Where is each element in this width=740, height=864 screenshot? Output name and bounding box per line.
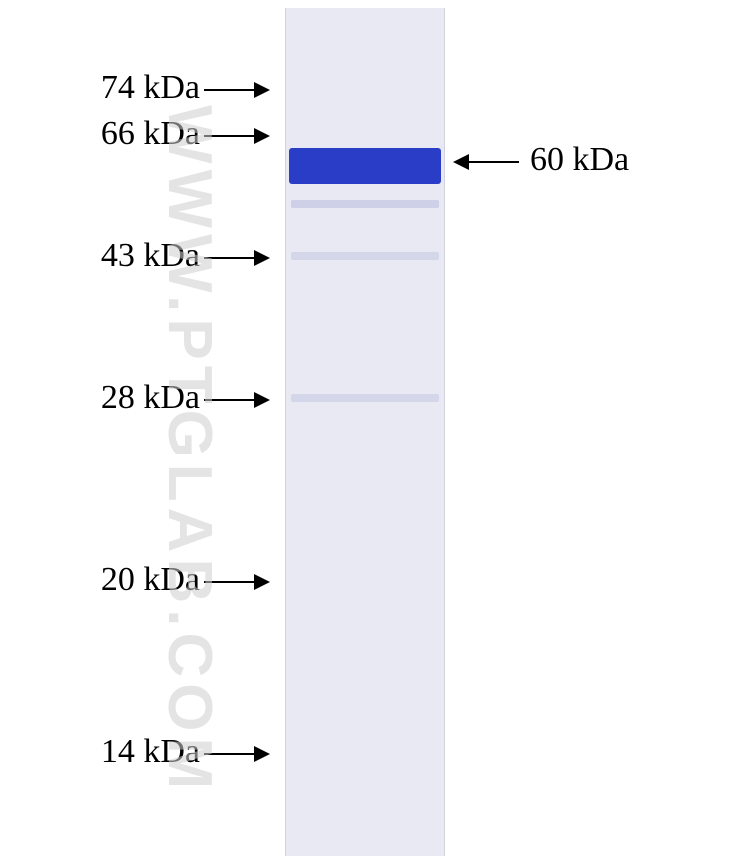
molecular-weight-marker-label: 66 kDa <box>101 115 200 153</box>
arrow-head-left-icon <box>453 154 469 170</box>
protein-band-faint <box>291 252 439 260</box>
molecular-weight-marker-label: 74 kDa <box>101 69 200 107</box>
molecular-weight-marker-label: 14 kDa <box>101 733 200 771</box>
marker-arrow <box>204 392 270 408</box>
marker-arrow <box>204 746 270 762</box>
marker-arrow <box>204 82 270 98</box>
arrow-line <box>469 161 519 163</box>
arrow-line <box>204 135 254 137</box>
marker-arrow <box>204 250 270 266</box>
molecular-weight-marker-label: 28 kDa <box>101 379 200 417</box>
protein-band-faint <box>291 394 439 402</box>
arrow-head-right-icon <box>254 128 270 144</box>
protein-band-faint <box>291 200 439 208</box>
arrow-line <box>204 257 254 259</box>
marker-arrow <box>204 128 270 144</box>
arrow-head-right-icon <box>254 746 270 762</box>
arrow-line <box>204 89 254 91</box>
molecular-weight-marker-label: 20 kDa <box>101 561 200 599</box>
arrow-head-right-icon <box>254 574 270 590</box>
arrow-head-right-icon <box>254 250 270 266</box>
arrow-line <box>204 753 254 755</box>
protein-band-main <box>289 148 441 184</box>
arrow-line <box>204 399 254 401</box>
watermark-text: WWW.PTGLAB.COM <box>154 105 225 795</box>
target-arrow <box>453 154 519 170</box>
marker-arrow <box>204 574 270 590</box>
arrow-line <box>204 581 254 583</box>
arrow-head-right-icon <box>254 82 270 98</box>
arrow-head-right-icon <box>254 392 270 408</box>
molecular-weight-marker-label: 43 kDa <box>101 237 200 275</box>
gel-lane <box>285 8 445 856</box>
target-band-label: 60 kDa <box>530 141 629 179</box>
